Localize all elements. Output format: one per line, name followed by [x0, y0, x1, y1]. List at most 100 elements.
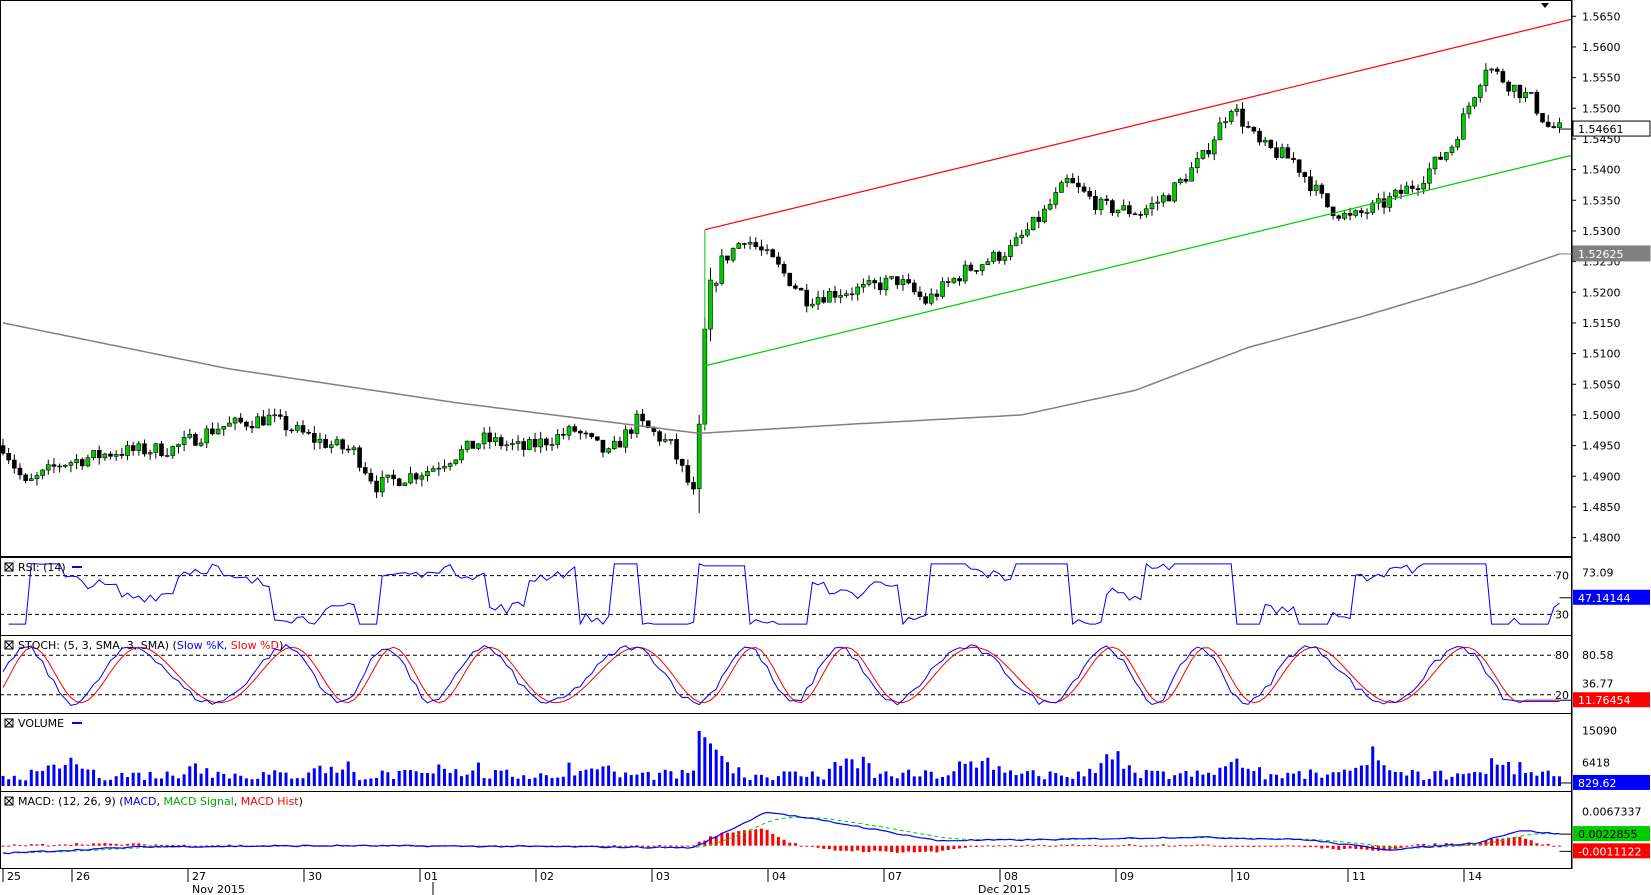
candle-body — [1353, 210, 1359, 216]
volume-bar — [1184, 771, 1188, 786]
volume-bar — [205, 768, 209, 786]
volume-bar — [1405, 775, 1409, 786]
volume-bar — [697, 731, 701, 786]
volume-bar — [754, 774, 758, 786]
macd-hist-bar — [227, 844, 231, 846]
candle-body — [877, 282, 883, 291]
macd-hist-bar — [1224, 845, 1228, 847]
candle-body — [1313, 184, 1319, 192]
macd-hist-bar — [109, 843, 113, 846]
macd-hist-bar — [1133, 845, 1137, 847]
price-tick-label: 1.5300 — [1582, 225, 1621, 238]
candle-body — [1540, 113, 1545, 123]
macd-hist-bar — [1246, 845, 1250, 847]
candle-body — [815, 297, 821, 305]
candle-body — [1183, 179, 1189, 182]
candle-body — [928, 293, 934, 304]
macd-hist-bar — [1195, 844, 1199, 846]
macd-hist-bar — [952, 845, 956, 850]
price-tick-label: 1.4900 — [1582, 470, 1621, 483]
month-label: Dec 2015 — [978, 883, 1031, 895]
macd-hist-bar — [1167, 845, 1171, 847]
macd-hist-bar — [1495, 838, 1499, 846]
candle-body — [476, 443, 481, 449]
macd-hist-bar — [918, 845, 922, 853]
candle-body — [345, 448, 351, 451]
macd-hist-bar — [618, 845, 622, 847]
macd-hist-bar — [873, 845, 877, 851]
stoch-collapse-x — [4, 640, 14, 650]
candle-body — [323, 438, 328, 448]
candle-body — [34, 475, 40, 480]
volume-axis-tick: 6418 — [1582, 756, 1610, 769]
volume-value-tag-box — [1573, 774, 1650, 790]
stoch-title: STOCH: (5, 3, SMA, 3, SMA) (Slow %K, Slo… — [4, 639, 283, 652]
volume-bar — [1314, 772, 1318, 786]
day-label: 02 — [540, 870, 554, 883]
candle-body — [28, 478, 34, 481]
volume-bar — [595, 769, 599, 786]
macd-hist-bar — [1291, 845, 1295, 847]
volume-bar — [1190, 776, 1194, 786]
macd-hist-bar — [1439, 844, 1443, 846]
macd-hist-bar — [827, 845, 831, 850]
macd-hist-bar — [1201, 844, 1205, 846]
macd-hist-bar — [652, 845, 656, 847]
candle-body — [425, 471, 430, 477]
volume-bar — [41, 770, 45, 786]
candle-body — [606, 448, 611, 453]
volume-bar — [182, 774, 186, 786]
volume-bar — [675, 778, 679, 786]
volume-bar — [109, 779, 113, 786]
candle-body — [1093, 195, 1098, 210]
volume-title: VOLUME — [4, 717, 82, 730]
candle-body — [125, 445, 130, 456]
scroll-marker-icon[interactable] — [1541, 3, 1549, 8]
candle-body — [1081, 186, 1087, 192]
candle-body — [957, 278, 962, 282]
candle-body — [923, 296, 928, 304]
macd-hist-bar — [720, 833, 724, 846]
candle-body — [1551, 126, 1557, 128]
macd-hist-bar — [80, 844, 84, 846]
candle-body — [1528, 92, 1534, 94]
volume-bar — [1325, 774, 1329, 786]
macd-hist-bar — [646, 845, 650, 847]
macd-hist-bar — [1518, 836, 1522, 846]
volume-bar — [561, 776, 565, 786]
volume-bar — [1456, 773, 1460, 786]
candle-body — [1268, 139, 1274, 149]
volume-bar — [176, 778, 180, 786]
candle-body — [900, 279, 906, 285]
candle-body — [57, 465, 62, 468]
macd-hist-bar — [776, 837, 780, 846]
volume-collapse-x — [4, 718, 14, 728]
candle-body — [600, 439, 606, 453]
macd-hist-bar — [833, 845, 837, 851]
candle-body — [510, 443, 515, 446]
candle-body — [691, 482, 696, 490]
candle-body — [436, 467, 442, 470]
candle-body — [45, 464, 51, 471]
candle-body — [1398, 189, 1404, 194]
volume-bar — [493, 769, 497, 786]
volume-bar — [346, 761, 350, 786]
candle-body — [379, 477, 385, 493]
price-tick-label: 1.4800 — [1582, 532, 1621, 545]
candle-body — [996, 251, 1002, 261]
macd-hist-bar — [210, 845, 214, 847]
candle-body — [549, 444, 555, 446]
volume-bar — [856, 768, 860, 786]
moving-average-line — [2, 253, 1560, 435]
candle-body — [102, 453, 108, 459]
macd-hist-bar — [878, 845, 882, 852]
volume-bar — [782, 771, 786, 786]
volume-bar — [997, 766, 1001, 786]
macd-hist-bar — [1139, 845, 1143, 847]
volume-bar — [544, 775, 548, 786]
macd-hist-bar — [1354, 845, 1358, 849]
candle-body — [894, 276, 900, 285]
volume-bar — [607, 765, 611, 786]
volume-bar — [844, 758, 848, 786]
volume-bar — [618, 777, 622, 786]
